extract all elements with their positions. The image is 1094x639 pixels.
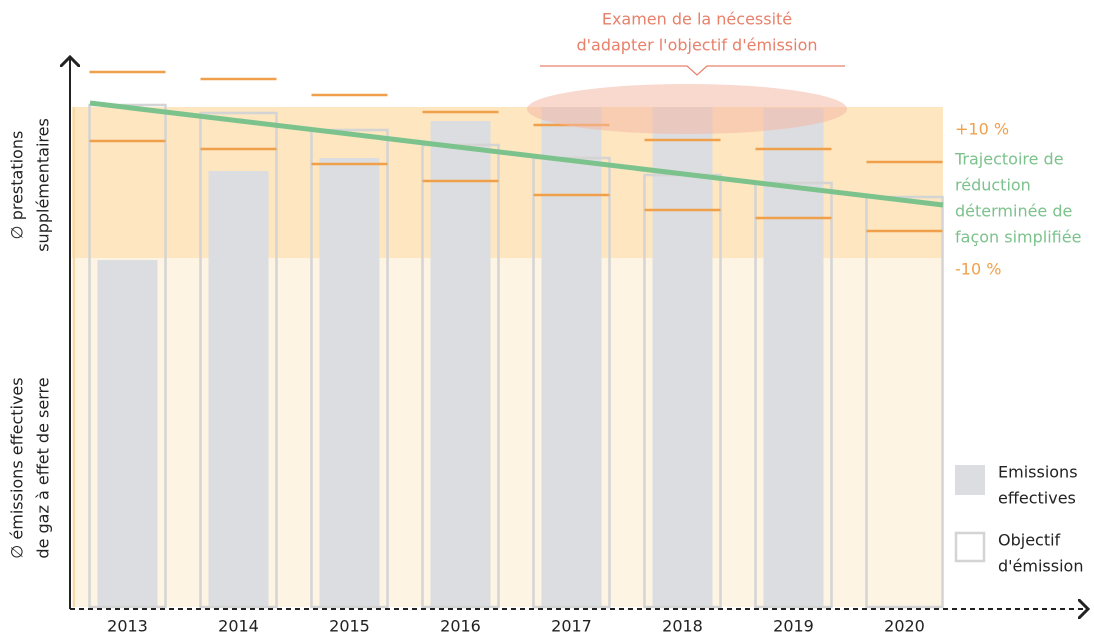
emission-bar [208,171,269,607]
emission-bar [97,260,158,607]
y-label-line: ∅ prestations [8,131,27,240]
legend-label: d'émission [998,557,1083,576]
objective-box [754,181,833,609]
x-tick-label: 2015 [329,617,370,636]
y-axis-label: ∅ émissions effectives de gaz à effet de … [8,377,53,558]
highlight [527,84,847,134]
trajectory-label: réduction [955,176,1031,195]
trajectory-label: déterminée de [955,202,1072,221]
x-tick-label: 2014 [218,617,259,636]
y-label-line: de gaz à effet de serre [34,377,53,558]
legend-label: effectives [998,489,1076,508]
emission-bar [430,121,491,607]
legend-swatch [954,531,986,563]
objective-box [865,195,944,609]
emission-bar [652,107,713,607]
objective-box [532,156,611,609]
annotation: d'adapter l'objectif d'émission [576,36,817,55]
emission-bar [319,158,380,607]
objective-box [199,111,278,609]
x-tick-label: 2019 [773,617,814,636]
legend-swatch [955,465,985,495]
y-label-line: ∅ émissions effectives [8,377,27,558]
objective-box [310,128,389,609]
trajectory-label: façon simplifiée [955,228,1081,247]
annotation-bracket [540,65,845,76]
band-label: -10 % [955,260,1001,279]
y-axis-label: ∅ prestations supplémentaires [8,118,53,252]
x-tick-label: 2016 [440,617,481,636]
x-tick-label: 2018 [662,617,703,636]
x-tick-label: 2017 [551,617,592,636]
annotation: Examen de la nécessité [602,10,792,29]
trajectory-line [89,100,944,208]
emission-bar [541,107,602,607]
band-label: +10 % [955,120,1009,139]
y-label-line: supplémentaires [34,118,53,252]
x-tick-label: 2013 [107,617,148,636]
trajectory-label: Trajectoire de [954,150,1064,169]
legend-label: Emissions [998,463,1078,482]
legend-label: Objectif [998,531,1061,550]
x-tick-label: 2020 [884,617,925,636]
